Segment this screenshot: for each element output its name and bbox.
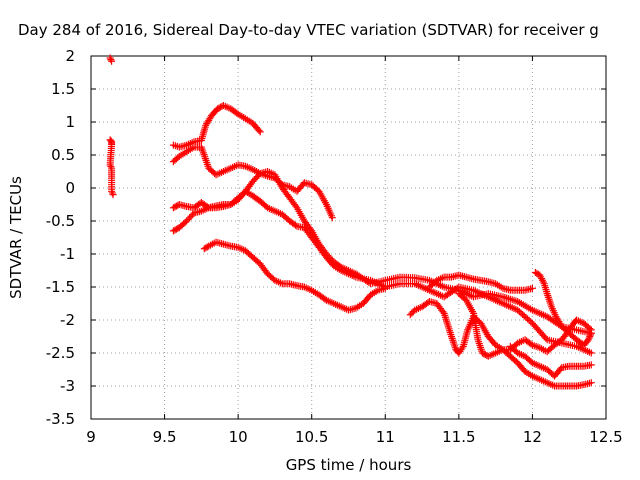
- data-point: [106, 54, 114, 62]
- data-point: [292, 221, 300, 229]
- data-point: [586, 325, 594, 333]
- data-point: [215, 104, 223, 112]
- data-point: [522, 313, 530, 321]
- data-point: [187, 212, 195, 220]
- x-tick-label: 11: [376, 428, 395, 446]
- series-track-h: [455, 290, 595, 390]
- y-tick-label: 0: [65, 179, 75, 197]
- data-point: [587, 329, 595, 337]
- data-point: [184, 215, 192, 223]
- data-point: [406, 311, 414, 319]
- data-point: [172, 225, 180, 233]
- data-point: [587, 349, 595, 357]
- series-track-d: [169, 187, 595, 357]
- y-axis: 2 1.5 1 0.5 0 -0.5 -1 -1.5 -2 -2.5 -3 -3.5: [46, 47, 606, 428]
- data-point: [587, 379, 595, 387]
- data-point: [586, 333, 594, 340]
- y-tick-label: -2.5: [46, 344, 75, 362]
- data-point: [584, 336, 592, 344]
- data-point: [171, 226, 179, 234]
- data-point: [169, 227, 177, 235]
- y-tick-label: -1.5: [46, 278, 75, 296]
- data-point: [439, 308, 447, 316]
- data-point: [108, 189, 116, 197]
- axes: [90, 55, 607, 420]
- data-point: [107, 56, 115, 64]
- chart-title: Day 284 of 2016, Sidereal Day-to-day VTE…: [18, 21, 599, 39]
- data-point: [253, 173, 261, 181]
- y-tick-label: -3: [60, 377, 75, 395]
- y-tick-label: 0.5: [51, 146, 75, 164]
- data-point: [481, 351, 489, 359]
- data-point: [539, 278, 547, 286]
- data-point: [252, 174, 260, 182]
- data-point: [517, 309, 525, 317]
- data-point: [108, 57, 116, 65]
- data-point: [587, 361, 595, 369]
- y-tick-label: -1: [60, 245, 75, 263]
- data-point: [183, 217, 191, 225]
- x-tick-label: 9.5: [153, 428, 177, 446]
- data-point: [453, 284, 461, 292]
- y-tick-label: 1: [65, 113, 75, 131]
- data-point: [249, 177, 257, 185]
- y-tick-label: -2: [60, 311, 75, 329]
- series-track-a: [169, 102, 264, 151]
- data-point: [214, 105, 222, 113]
- x-tick-label: 11.5: [442, 428, 475, 446]
- x-axis: 9 9.5 10 10.5 11 11.5 12 12.5: [86, 56, 623, 446]
- data-point: [527, 318, 535, 326]
- series-track-b: [169, 143, 336, 222]
- plot-frame: [90, 55, 607, 420]
- data-point: [186, 214, 194, 222]
- data-point: [458, 344, 466, 352]
- data-point: [528, 284, 536, 292]
- data-markers: [106, 54, 595, 390]
- series-track-e: [200, 238, 389, 314]
- data-point: [478, 349, 486, 357]
- series-track-j: [531, 268, 595, 349]
- data-point: [587, 331, 595, 339]
- series-track-g: [425, 271, 536, 294]
- x-tick-label: 12.5: [589, 428, 622, 446]
- data-point: [527, 340, 535, 348]
- series-track-c: [169, 168, 595, 337]
- data-point: [106, 161, 114, 169]
- x-tick-label: 10: [229, 428, 248, 446]
- data-point: [107, 163, 115, 171]
- data-point: [328, 214, 336, 222]
- y-tick-label: -0.5: [46, 212, 75, 230]
- data-point: [256, 128, 264, 136]
- data-point: [292, 202, 300, 210]
- data-point: [108, 187, 116, 195]
- x-axis-label: GPS time / hours: [286, 456, 412, 474]
- data-point: [109, 191, 117, 199]
- data-point: [172, 202, 180, 210]
- y-axis-label: SDTVAR / TECUs: [7, 176, 25, 299]
- x-tick-label: 12: [523, 428, 542, 446]
- data-point: [169, 204, 177, 212]
- data-point: [171, 203, 179, 211]
- data-point: [381, 284, 389, 292]
- data-point: [480, 350, 488, 358]
- data-point: [250, 176, 258, 184]
- data-point: [585, 334, 593, 342]
- y-tick-label: 1.5: [51, 80, 75, 98]
- data-point: [216, 103, 224, 111]
- series-sat-isolated: [106, 54, 117, 199]
- y-tick-label: 2: [65, 47, 75, 65]
- x-tick-label: 10.5: [295, 428, 328, 446]
- data-point: [255, 126, 263, 134]
- data-point: [408, 309, 416, 317]
- x-tick-label: 9: [86, 428, 96, 446]
- grid: [91, 56, 606, 419]
- y-tick-label: -3.5: [46, 410, 75, 428]
- series-track-i: [506, 342, 595, 380]
